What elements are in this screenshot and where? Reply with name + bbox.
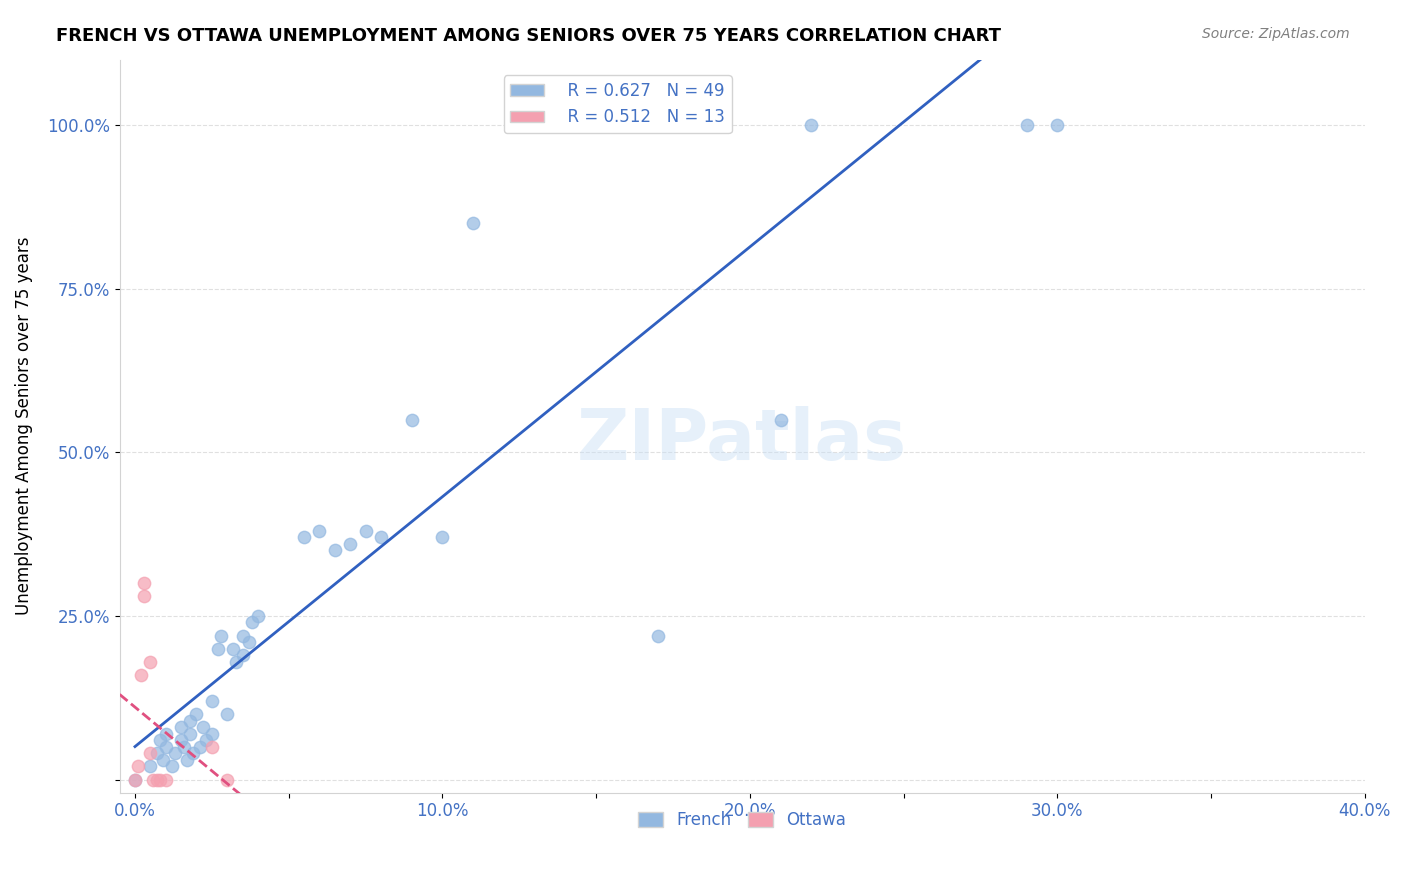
Text: Source: ZipAtlas.com: Source: ZipAtlas.com [1202,27,1350,41]
Point [354,524,377,538]
Point [201,739,224,754]
Point [155,772,177,787]
Point [209,629,232,643]
Point [134,589,156,603]
Point [145,747,167,761]
Point [155,739,177,754]
Point [308,524,330,538]
Point [207,641,229,656]
Text: FRENCH VS OTTAWA UNEMPLOYMENT AMONG SENIORS OVER 75 YEARS CORRELATION CHART: FRENCH VS OTTAWA UNEMPLOYMENT AMONG SENI… [56,27,1001,45]
Point [463,216,485,230]
Point [188,739,211,754]
Point [148,733,170,747]
Point [225,655,247,669]
Point [148,772,170,787]
Point [217,707,239,722]
Point [201,727,224,741]
Point [370,530,392,544]
Point [246,609,269,624]
Point [134,576,156,591]
Point [432,530,454,544]
Point [191,720,214,734]
Point [240,615,263,630]
Point [1015,118,1038,132]
Point [179,714,201,728]
Point [139,759,162,773]
Point [292,530,315,544]
Point [176,753,198,767]
Point [678,118,700,132]
Point [152,753,174,767]
Point [323,543,346,558]
Point [217,772,239,787]
Point [647,629,669,643]
Point [139,747,162,761]
Point [769,412,792,426]
Point [201,694,224,708]
Point [339,537,361,551]
Point [1046,118,1069,132]
Point [160,759,183,773]
Point [142,772,165,787]
Legend: French, Ottawa: French, Ottawa [631,805,853,836]
Point [127,759,149,773]
Point [183,747,205,761]
Point [139,655,162,669]
Point [401,412,423,426]
Point [155,727,177,741]
Point [179,727,201,741]
Point [238,635,260,649]
Point [585,118,607,132]
Point [170,720,193,734]
Point [232,648,254,663]
Point [186,707,208,722]
Point [173,739,195,754]
Point [145,772,167,787]
Point [194,733,217,747]
Point [523,118,546,132]
Point [129,668,152,682]
Point [124,772,146,787]
Text: ZIPatlas: ZIPatlas [576,406,907,475]
Point [222,641,245,656]
Point [800,118,823,132]
Point [124,772,146,787]
Point [163,747,186,761]
Point [232,629,254,643]
Point [170,733,193,747]
Y-axis label: Unemployment Among Seniors over 75 years: Unemployment Among Seniors over 75 years [15,237,32,615]
